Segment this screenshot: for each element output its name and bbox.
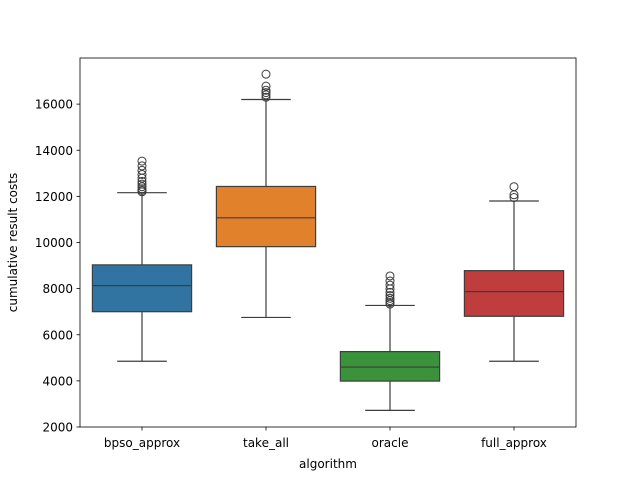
- outlier-point: [137, 169, 147, 179]
- box-bpso_approx: [91, 156, 193, 362]
- iqr-box: [463, 270, 565, 317]
- outlier-point: [261, 90, 271, 100]
- x-tick-label: full_approx: [481, 436, 547, 450]
- outlier-point: [137, 156, 147, 166]
- outlier-point: [385, 280, 395, 290]
- iqr-box: [91, 264, 193, 313]
- outlier-point: [385, 271, 395, 281]
- y-tick-label: 8000: [42, 282, 73, 296]
- outlier-point: [509, 182, 519, 192]
- x-axis: bpso_approx take_all oracle full_approx: [104, 427, 547, 450]
- outlier-point: [385, 291, 395, 301]
- outlier-point: [137, 182, 147, 192]
- outlier-point: [137, 179, 147, 189]
- outlier-point: [385, 293, 395, 303]
- y-tick-label: 4000: [42, 374, 73, 388]
- y-tick-label: 2000: [42, 421, 73, 435]
- outlier-point: [385, 287, 395, 297]
- y-tick-label: 10000: [35, 236, 73, 250]
- y-axis-label: cumulative result costs: [6, 173, 20, 312]
- x-axis-label: algorithm: [299, 457, 357, 471]
- plot-area: [91, 69, 565, 411]
- outlier-point: [137, 176, 147, 186]
- outlier-point: [385, 276, 395, 286]
- outlier-point: [509, 193, 519, 203]
- y-tick-label: 6000: [42, 328, 73, 342]
- x-tick-label: oracle: [372, 436, 409, 450]
- outlier-point: [261, 92, 271, 102]
- outlier-point: [137, 184, 147, 194]
- outlier-point: [137, 161, 147, 171]
- iqr-box: [215, 185, 317, 248]
- x-tick-label: bpso_approx: [104, 436, 180, 450]
- outlier-point: [261, 81, 271, 91]
- iqr-box: [339, 350, 441, 382]
- box-full_approx: [463, 182, 565, 362]
- x-tick-label: take_all: [243, 436, 289, 450]
- outlier-point: [261, 85, 271, 95]
- outlier-point: [261, 69, 271, 79]
- y-axis: 2000 4000 6000 8000 10000 12000 14000 16000: [35, 98, 80, 435]
- box-take_all: [215, 69, 317, 319]
- y-tick-label: 16000: [35, 98, 73, 112]
- y-tick-label: 12000: [35, 190, 73, 204]
- outlier-point: [137, 165, 147, 175]
- outlier-point: [261, 88, 271, 98]
- y-tick-label: 14000: [35, 144, 73, 158]
- box-oracle: [339, 271, 441, 411]
